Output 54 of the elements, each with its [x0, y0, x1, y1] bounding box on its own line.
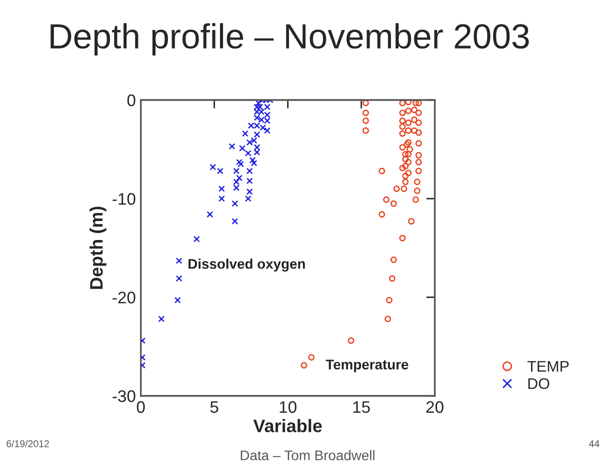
point — [236, 174, 243, 182]
point — [254, 144, 260, 151]
y-tick-label: -20 — [112, 292, 136, 304]
x-tick-label: 20 — [426, 401, 444, 413]
legend-label: DO — [528, 378, 550, 390]
point — [233, 168, 240, 174]
annotation: Dissolved oxygen — [188, 258, 305, 272]
x-axis-title: Variable — [253, 419, 322, 432]
point — [218, 186, 225, 192]
point — [233, 178, 240, 186]
point — [140, 354, 146, 361]
x-tick-label: 0 — [136, 401, 145, 413]
point — [140, 337, 146, 344]
y-tick-label: 0 — [127, 94, 136, 106]
point — [246, 168, 253, 174]
point — [238, 160, 244, 168]
point — [233, 184, 240, 192]
point — [254, 104, 260, 110]
point — [216, 168, 224, 174]
point — [242, 130, 248, 137]
text: 44 — [589, 440, 600, 448]
x-tick-label: 10 — [280, 401, 296, 413]
point — [244, 150, 252, 156]
text: 6/19/2012 — [6, 440, 49, 448]
point — [232, 218, 238, 225]
point — [249, 156, 256, 164]
point — [254, 149, 260, 156]
point — [210, 164, 216, 170]
point — [174, 296, 181, 304]
point — [246, 188, 253, 195]
x-tick-label: 15 — [353, 401, 370, 413]
point — [254, 131, 260, 138]
point — [236, 158, 243, 166]
point — [140, 362, 146, 369]
point — [250, 160, 258, 166]
point — [193, 236, 200, 242]
point — [218, 195, 225, 202]
point — [246, 178, 253, 184]
point — [176, 258, 182, 264]
y-tick-label: -30 — [112, 390, 136, 402]
text: Data – Tom Broadwell — [240, 450, 374, 460]
point — [158, 316, 165, 322]
point — [228, 143, 236, 150]
point — [206, 211, 214, 218]
legend-label: TEMP — [527, 361, 569, 372]
chart-title: Depth profile – November 2003 — [50, 23, 529, 56]
point — [176, 275, 182, 282]
y-tick-label: -10 — [112, 193, 136, 205]
annotation: Temperature — [326, 360, 408, 372]
point — [239, 145, 246, 152]
y-axis-title: Depth (m) — [90, 206, 106, 289]
point — [232, 200, 238, 207]
x-tick-label: 5 — [210, 401, 218, 413]
point — [244, 195, 252, 202]
